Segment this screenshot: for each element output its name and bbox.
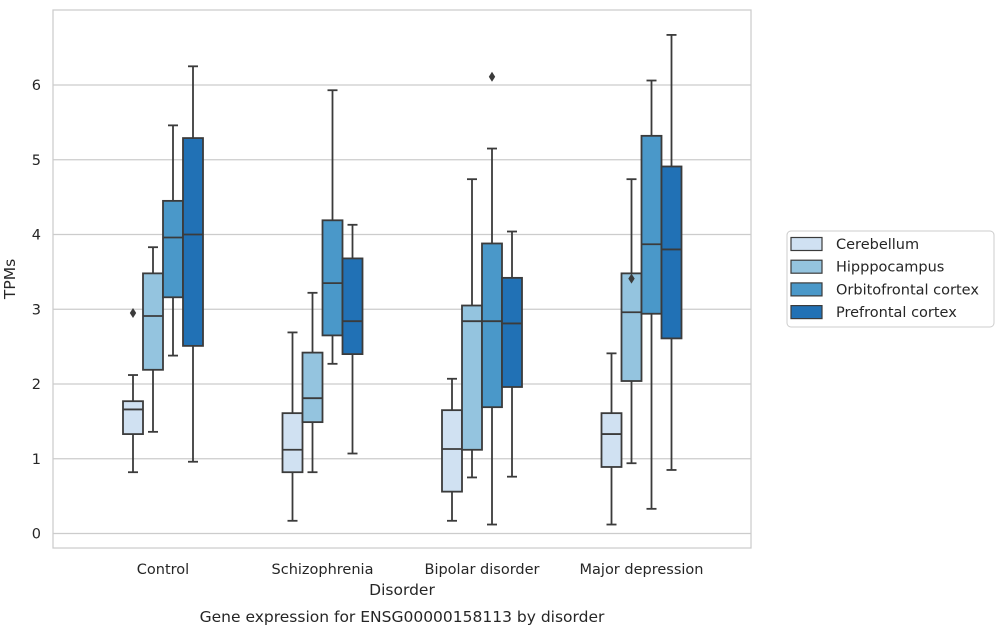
y-tick-label-4: 4 (32, 228, 41, 244)
box-orbitofrontal-cortex-schizophrenia (323, 90, 343, 364)
box-cerebellum-control (123, 308, 143, 472)
y-tick-label-3: 3 (32, 302, 41, 318)
box-cerebellum-schizophrenia (283, 332, 303, 520)
legend-swatch (791, 260, 822, 273)
box-iqr (143, 273, 163, 369)
legend-label: Orbitofrontal cortex (836, 282, 979, 298)
box-orbitofrontal-cortex-bipolar-disorder (482, 72, 502, 525)
legend-label: Hipppocampus (836, 260, 944, 276)
box-iqr (183, 138, 203, 346)
box-iqr (303, 353, 323, 423)
legend-label: Prefrontal cortex (836, 305, 957, 321)
box-iqr (482, 243, 502, 407)
y-tick-label-0: 0 (32, 527, 41, 543)
box-iqr (642, 136, 662, 314)
box-iqr (462, 306, 482, 450)
box-hipppocampus-bipolar-disorder (462, 179, 482, 477)
box-series (123, 35, 682, 525)
box-plot-chart: 0 1 2 3 4 5 6 Control Schizophrenia Bipolar diso… (0, 0, 1003, 634)
x-tick-label: Major depression (580, 562, 704, 578)
box-iqr (662, 166, 682, 338)
box-iqr (343, 258, 363, 354)
box-prefrontal-cortex-schizophrenia (343, 225, 363, 454)
box-iqr (323, 220, 343, 335)
legend-swatch (791, 238, 822, 251)
y-tick-label-5: 5 (32, 153, 41, 169)
x-tick-label: Bipolar disorder (425, 562, 540, 578)
y-tick-labels: 0 1 2 3 4 5 6 (32, 78, 41, 543)
box-iqr (123, 401, 143, 434)
box-hipppocampus-control (143, 247, 163, 432)
box-orbitofrontal-cortex-major-depression (642, 81, 662, 509)
box-cerebellum-major-depression (602, 353, 622, 524)
y-tick-label-6: 6 (32, 78, 41, 94)
legend: Cerebellum Hipppocampus Orbitofrontal cort… (787, 231, 994, 327)
y-axis-label: TPMs (1, 259, 19, 300)
box-iqr (283, 413, 303, 472)
x-tick-label: Control (137, 562, 189, 578)
legend-swatch (791, 283, 822, 296)
box-iqr (442, 410, 462, 491)
box-hipppocampus-major-depression (622, 179, 642, 463)
box-iqr (163, 201, 183, 297)
box-prefrontal-cortex-bipolar-disorder (502, 232, 522, 477)
x-axis-label: Disorder (369, 581, 435, 599)
outlier-point (489, 72, 495, 82)
y-tick-label-1: 1 (32, 452, 41, 468)
box-cerebellum-bipolar-disorder (442, 379, 462, 521)
box-iqr (602, 413, 622, 467)
box-prefrontal-cortex-control (183, 66, 203, 461)
box-hipppocampus-schizophrenia (303, 293, 323, 472)
box-iqr (502, 278, 522, 387)
box-prefrontal-cortex-major-depression (662, 35, 682, 470)
chart-title: Gene expression for ENSG00000158113 by d… (200, 608, 605, 626)
box-iqr (622, 273, 642, 381)
x-tick-labels: Control Schizophrenia Bipolar disorder Majo… (137, 562, 704, 578)
legend-swatch (791, 306, 822, 319)
legend-label: Cerebellum (836, 237, 919, 253)
x-tick-label: Schizophrenia (272, 562, 374, 578)
y-tick-label-2: 2 (32, 377, 41, 393)
